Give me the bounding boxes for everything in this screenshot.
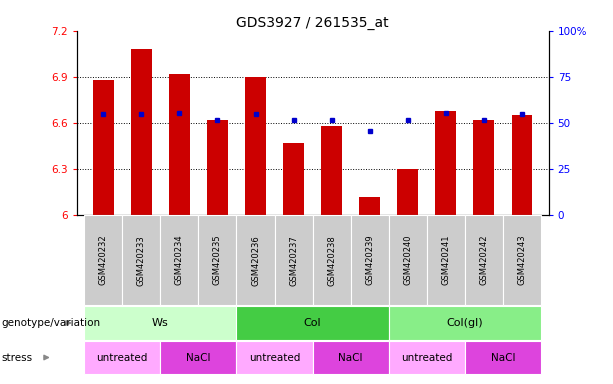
Text: Col: Col <box>304 318 321 328</box>
Text: untreated: untreated <box>401 353 452 362</box>
Text: NaCl: NaCl <box>338 353 363 362</box>
Text: GSM420236: GSM420236 <box>251 235 260 286</box>
Bar <box>207 120 228 215</box>
Text: GSM420243: GSM420243 <box>517 235 527 285</box>
Text: genotype/variation: genotype/variation <box>1 318 101 328</box>
Bar <box>359 197 380 215</box>
Text: GSM420240: GSM420240 <box>403 235 413 285</box>
Text: untreated: untreated <box>97 353 148 362</box>
Text: GSM420242: GSM420242 <box>479 235 489 285</box>
Bar <box>169 74 190 215</box>
Bar <box>283 143 304 215</box>
Text: NaCl: NaCl <box>491 353 515 362</box>
Text: GSM420234: GSM420234 <box>175 235 184 285</box>
Bar <box>93 80 114 215</box>
Text: GSM420237: GSM420237 <box>289 235 298 286</box>
Bar <box>511 115 533 215</box>
Title: GDS3927 / 261535_at: GDS3927 / 261535_at <box>237 16 389 30</box>
Text: NaCl: NaCl <box>186 353 211 362</box>
Text: GSM420241: GSM420241 <box>441 235 451 285</box>
Text: GSM420232: GSM420232 <box>99 235 108 285</box>
Text: GSM420239: GSM420239 <box>365 235 374 285</box>
Text: GSM420233: GSM420233 <box>137 235 146 286</box>
Text: GSM420235: GSM420235 <box>213 235 222 285</box>
Text: GSM420238: GSM420238 <box>327 235 336 286</box>
Bar <box>473 120 495 215</box>
Bar <box>321 126 342 215</box>
Bar <box>131 49 152 215</box>
Bar <box>245 77 266 215</box>
Bar <box>397 169 418 215</box>
Text: Col(gl): Col(gl) <box>447 318 483 328</box>
Bar <box>435 111 456 215</box>
Text: Ws: Ws <box>152 318 169 328</box>
Text: untreated: untreated <box>249 353 300 362</box>
Text: stress: stress <box>1 353 32 362</box>
